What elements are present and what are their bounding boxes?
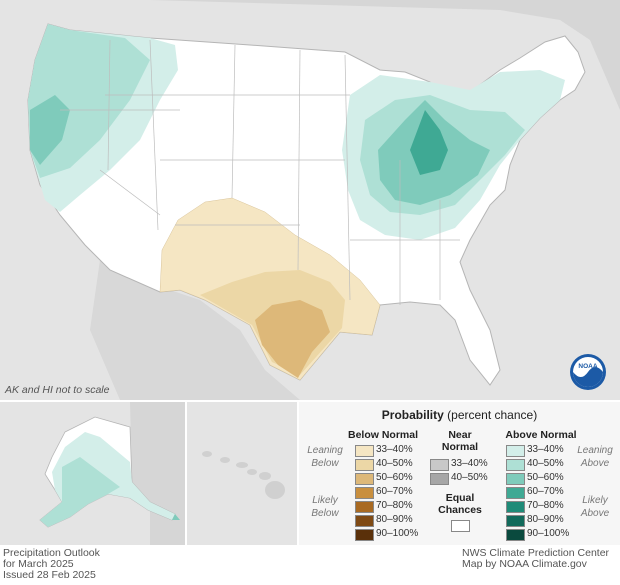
likely-above-label: Likely Above	[580, 495, 610, 519]
above-normal-east-60-70-area	[410, 110, 448, 175]
inset-divider-2	[297, 402, 299, 545]
outlook-period: for March 2025	[3, 558, 74, 570]
issued-date: Issued 28 Feb 2025	[3, 569, 96, 581]
hawaii-islands	[202, 451, 285, 499]
above-normal-label: 33–40%	[527, 444, 564, 455]
near-normal-label: 40–50%	[451, 472, 488, 483]
conus-map-svg: NOAA	[27, 0, 620, 400]
mexico-land	[90, 260, 300, 400]
below-normal-label: 60–70%	[376, 486, 413, 497]
leaning-above-label: Leaning Above	[577, 445, 613, 469]
conus-map: NOAA AK and HI not to scale	[5, 0, 620, 400]
credit-cpc: NWS Climate Prediction Center	[462, 547, 610, 559]
below-normal-label: 40–50%	[376, 458, 413, 469]
alaska-above-normal-40-50	[40, 457, 120, 527]
inset-divider-1	[185, 402, 187, 545]
above-normal-header: Above Normal	[505, 429, 577, 441]
leaning-below-label: Leaning Below	[307, 445, 343, 469]
footer: Precipitation Outlook for March 2025 Iss…	[0, 545, 620, 585]
above-normal-label: 80–90%	[527, 514, 564, 525]
above-normal-nw-50-60-area	[30, 95, 70, 165]
scale-note: AK and HI not to scale	[5, 384, 110, 396]
below-normal-50-60-area	[255, 300, 330, 378]
above-normal-swatch	[506, 529, 525, 541]
below-normal-swatch	[355, 445, 374, 457]
footer-left: Precipitation Outlook for March 2025 Iss…	[3, 548, 100, 581]
noaa-logo-text: NOAA	[578, 363, 597, 370]
noaa-logo: NOAA	[570, 354, 606, 390]
near-normal-label: 33–40%	[451, 458, 488, 469]
above-normal-swatch	[506, 473, 525, 485]
above-normal-swatch	[506, 459, 525, 471]
legend-title: Probability (percent chance)	[381, 408, 538, 422]
hawaii-inset	[187, 402, 297, 545]
near-normal-header: Near Normal	[441, 429, 479, 453]
above-normal-label: 50–60%	[527, 472, 564, 483]
legend-panel: Probability (percent chance) Below Norma…	[299, 402, 620, 545]
alaska-inset	[0, 402, 185, 545]
below-normal-swatch	[355, 459, 374, 471]
below-normal-header: Below Normal	[347, 429, 418, 441]
likely-below-label: Likely Below	[311, 495, 339, 519]
above-normal-swatch	[506, 501, 525, 513]
below-normal-label: 90–100%	[376, 528, 419, 539]
near-normal-swatch	[430, 473, 449, 485]
below-normal-swatch	[355, 501, 374, 513]
map-divider	[0, 400, 620, 402]
below-normal-swatch	[355, 473, 374, 485]
above-normal-swatch	[506, 445, 525, 457]
above-normal-label: 90–100%	[527, 528, 570, 539]
outlook-title: Precipitation Outlook	[3, 547, 100, 559]
below-normal-label: 70–80%	[376, 500, 413, 511]
above-normal-swatch	[506, 487, 525, 499]
below-normal-label: 80–90%	[376, 514, 413, 525]
above-normal-swatch	[506, 515, 525, 527]
state-boundaries	[60, 39, 460, 305]
canada-land	[150, 0, 620, 110]
equal-chances-swatch	[451, 520, 470, 532]
alaska-inset-svg	[0, 402, 185, 545]
equal-chances-label: Equal Chances	[438, 492, 482, 516]
above-normal-label: 60–70%	[527, 486, 564, 497]
above-normal-label: 70–80%	[527, 500, 564, 511]
below-normal-label: 50–60%	[376, 472, 413, 483]
below-normal-swatch	[355, 515, 374, 527]
credit-climate-gov: Map by NOAA Climate.gov	[462, 558, 587, 570]
near-normal-swatch	[430, 459, 449, 471]
hawaii-inset-svg	[187, 402, 297, 545]
footer-right: NWS Climate Prediction Center Map by NOA…	[462, 548, 609, 570]
below-normal-label: 33–40%	[376, 444, 413, 455]
above-normal-label: 40–50%	[527, 458, 564, 469]
below-normal-swatch	[355, 487, 374, 499]
below-normal-swatch	[355, 529, 374, 541]
